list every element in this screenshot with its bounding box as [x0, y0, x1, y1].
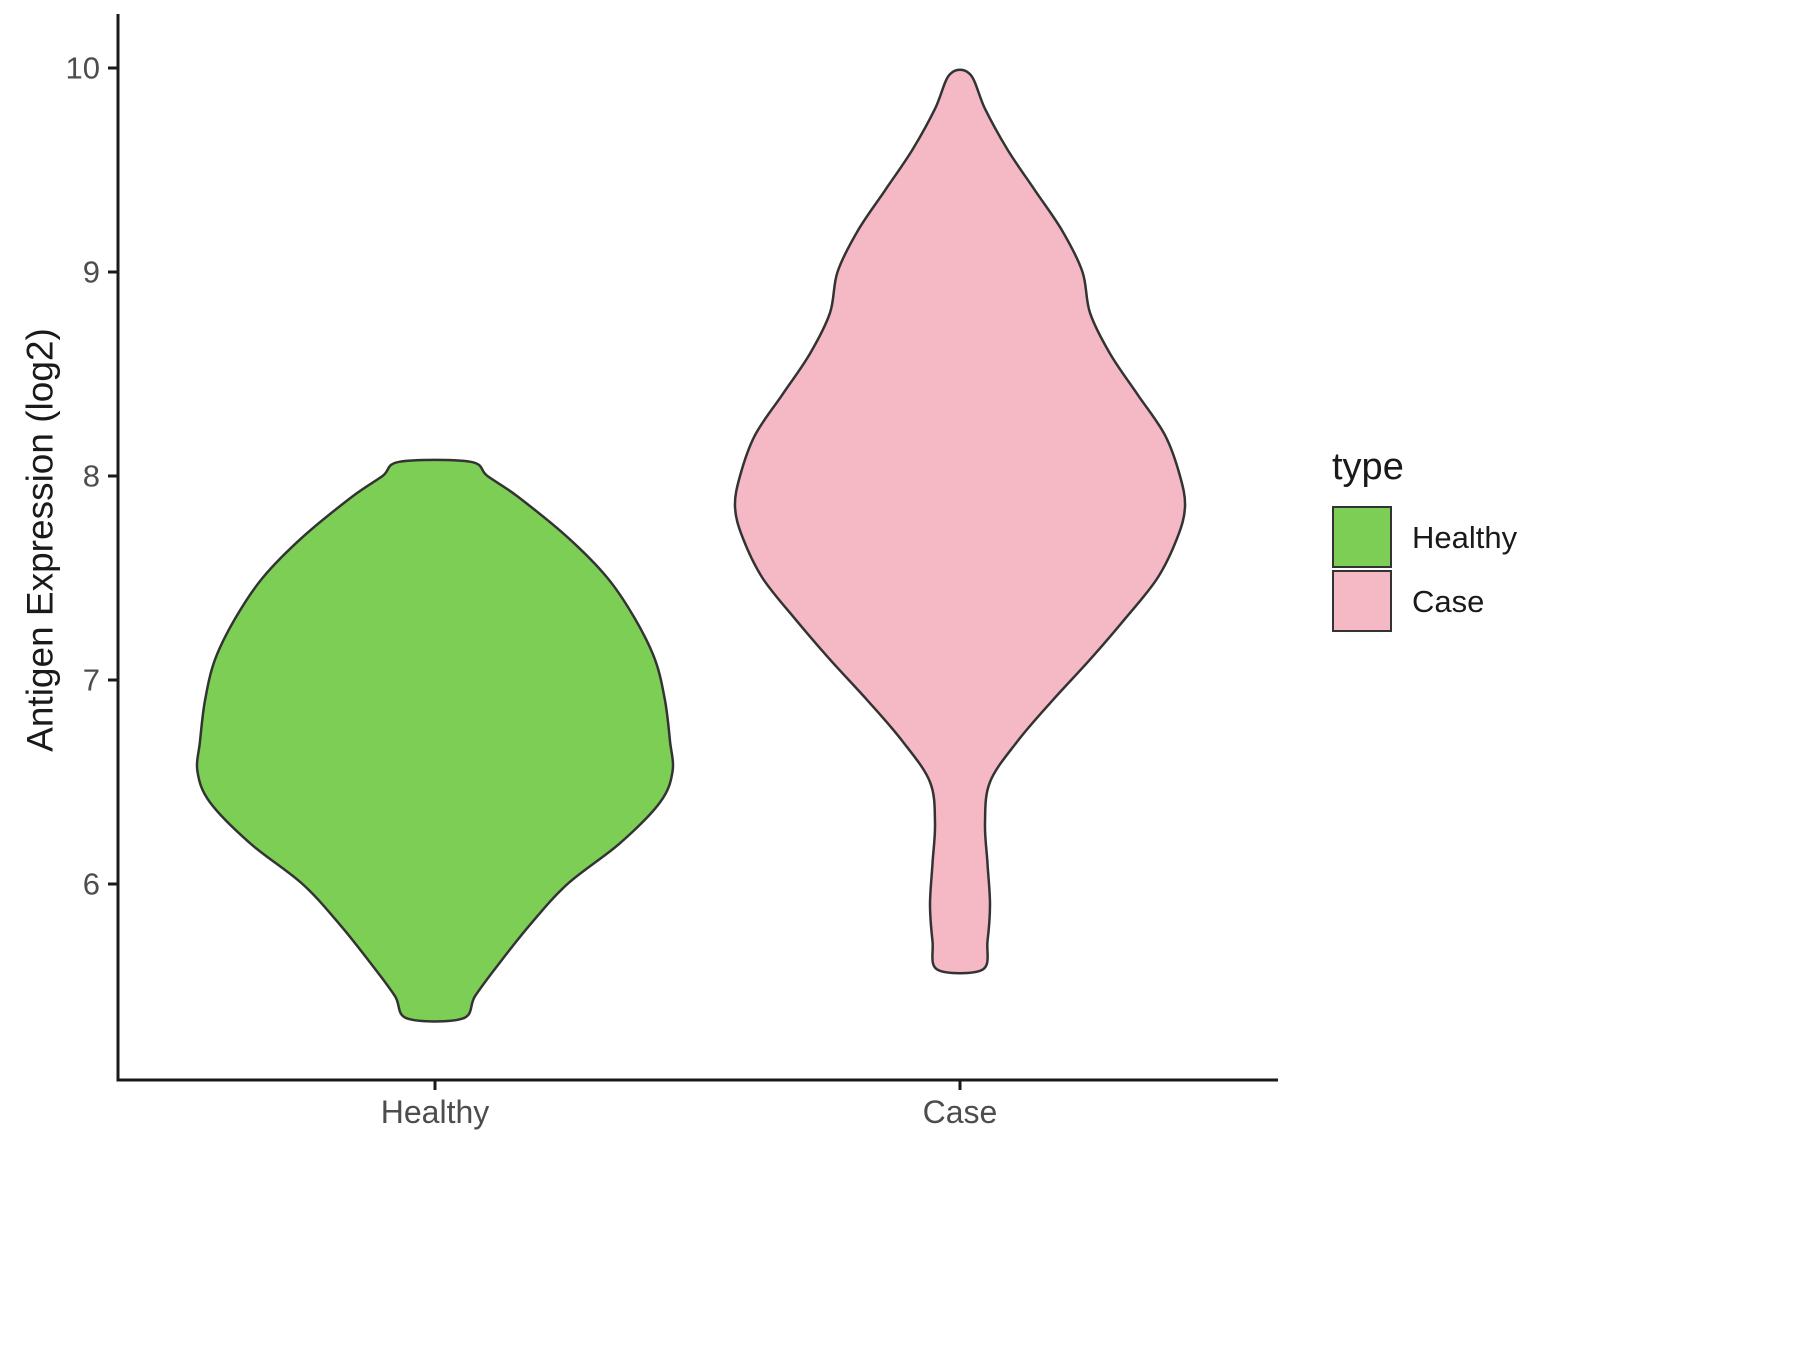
legend-key-case: Case — [1332, 570, 1517, 632]
y-tick-label: 9 — [82, 254, 100, 290]
y-tick-label: 7 — [82, 662, 100, 698]
legend-label-case: Case — [1412, 583, 1485, 619]
violin-case — [733, 68, 1187, 975]
legend-swatch-case — [1332, 570, 1392, 632]
violin-healthy — [195, 458, 675, 1023]
x-tick-label-case: Case — [922, 1094, 998, 1130]
y-tick-label: 8 — [82, 458, 100, 494]
y-tick-label: 6 — [82, 866, 100, 902]
legend-key-healthy: Healthy — [1332, 506, 1517, 568]
legend-keys: Healthy Case — [1332, 506, 1517, 632]
legend-label-healthy: Healthy — [1412, 519, 1518, 555]
legend-swatch-healthy — [1332, 506, 1392, 568]
legend: type Healthy Case — [1332, 448, 1517, 634]
x-tick-label-healthy: Healthy — [380, 1094, 490, 1130]
y-tick-label: 10 — [65, 50, 100, 86]
legend-title: type — [1332, 446, 1404, 488]
